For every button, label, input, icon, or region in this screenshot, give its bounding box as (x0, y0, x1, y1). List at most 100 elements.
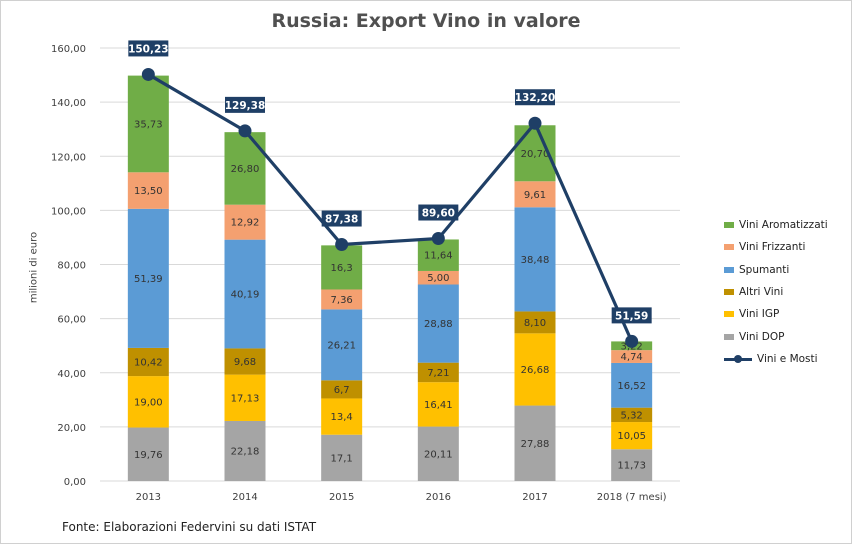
bar-segment (321, 309, 363, 381)
data-label: 13,4 (331, 412, 353, 423)
data-label: 16,3 (331, 263, 353, 274)
bar-segment (417, 362, 459, 383)
data-label: 7,21 (427, 368, 449, 379)
line-label-box (515, 89, 555, 106)
bar-segment (514, 333, 556, 406)
bar-segment (514, 311, 556, 334)
data-label: 7,36 (331, 295, 353, 306)
bar-segment (514, 181, 556, 208)
data-label: 13,50 (134, 186, 163, 197)
data-label: 6,7 (334, 385, 350, 396)
data-label: 9,68 (234, 357, 256, 368)
bar-segment (611, 422, 653, 450)
data-label: 17,1 (331, 453, 353, 464)
y-tick-label: 160,00 (51, 44, 86, 55)
line-data-label: 129,38 (225, 100, 266, 112)
data-label: 9,61 (524, 190, 546, 201)
legend-label: Vini Aromatizzati (739, 219, 828, 232)
legend-item: Vini Frizzanti (724, 236, 828, 258)
legend-label: Vini IGP (739, 308, 780, 321)
bar-segment (127, 208, 169, 348)
legend-swatch (724, 222, 734, 229)
line-label-box (321, 210, 362, 227)
legend-swatch (724, 289, 734, 296)
bar-segment (127, 427, 169, 481)
line-point (431, 232, 445, 246)
bar-segment (224, 348, 266, 375)
y-tick-label: 40,00 (57, 369, 86, 380)
data-label: 19,00 (134, 397, 163, 408)
legend-line-swatch (724, 354, 752, 364)
line-point (625, 334, 639, 348)
legend-swatch (724, 266, 734, 273)
y-tick-label: 20,00 (57, 423, 86, 434)
data-label: 19,76 (134, 450, 163, 461)
line-label-box (128, 40, 169, 57)
chart-title: Russia: Export Vino in valore (271, 10, 581, 32)
data-label: 16,52 (617, 381, 646, 392)
legend-label: Altri Vini (739, 286, 784, 299)
data-label: 5,00 (427, 273, 449, 284)
bar-segment (321, 434, 363, 481)
legend-label: Vini e Mosti (757, 352, 818, 365)
data-label: 10,42 (134, 358, 163, 369)
line-data-label: 150,23 (128, 43, 169, 55)
x-tick-label: 2014 (232, 492, 257, 503)
y-tick-label: 80,00 (57, 261, 86, 272)
y-tick-label: 60,00 (57, 315, 86, 326)
legend-swatch (724, 311, 734, 318)
data-label: 20,11 (424, 449, 453, 460)
legend-item: Spumanti (724, 259, 828, 281)
bar-segment (417, 284, 459, 363)
data-label: 51,39 (134, 274, 163, 285)
data-label: 40,19 (231, 290, 260, 301)
legend-swatch (724, 333, 734, 340)
line-label-box (611, 307, 652, 324)
bar-segment (321, 398, 363, 435)
legend-swatch (724, 244, 734, 251)
legend: Vini Aromatizzati Vini Frizzanti Spumanti A… (724, 214, 828, 370)
data-label: 35,73 (134, 119, 163, 130)
legend-item: Vini Aromatizzati (724, 214, 828, 236)
data-label: 17,13 (231, 393, 260, 404)
bar-segment (321, 380, 363, 399)
line-point (238, 124, 252, 138)
bar-segment (127, 172, 169, 209)
bar-segment (127, 347, 169, 377)
line-data-label: 89,60 (422, 208, 455, 220)
y-tick-label: 0,00 (64, 477, 86, 488)
bar-segment (321, 289, 363, 310)
x-tick-label: 2013 (136, 492, 161, 503)
legend-item: Vini e Mosti (724, 348, 828, 370)
x-tick-label: 2017 (522, 492, 547, 503)
bar-segment (417, 426, 459, 481)
bar-segment (611, 407, 653, 423)
data-label: 27,88 (521, 439, 550, 450)
bar-segment (611, 362, 653, 408)
data-label: 26,21 (327, 340, 356, 351)
bar-segment (224, 374, 266, 421)
bar-segment (417, 382, 459, 427)
data-label: 26,68 (521, 365, 550, 376)
legend-item: Altri Vini (724, 281, 828, 303)
bar-segment (224, 132, 266, 205)
line-label-box (225, 96, 265, 113)
bar-segment (224, 239, 266, 349)
source-note: Fonte: Elaborazioni Federvini su dati IS… (62, 520, 317, 534)
bar-segment (514, 207, 556, 312)
data-label: 26,80 (231, 164, 260, 175)
bar-segment (224, 420, 266, 481)
line-point (528, 116, 542, 130)
y-tick-label: 120,00 (51, 152, 86, 163)
x-tick-label: 2018 (7 mesi) (597, 492, 667, 503)
data-label: 4,74 (621, 352, 643, 363)
data-label: 11,73 (617, 461, 646, 472)
data-label: 12,92 (231, 218, 260, 229)
bar-segment (321, 245, 363, 290)
legend-item: Vini IGP (724, 303, 828, 325)
line-data-label: 51,59 (615, 310, 648, 322)
line-data-label: 87,38 (325, 214, 358, 226)
legend-label: Vini Frizzanti (739, 241, 806, 254)
legend-label: Spumanti (739, 263, 790, 276)
